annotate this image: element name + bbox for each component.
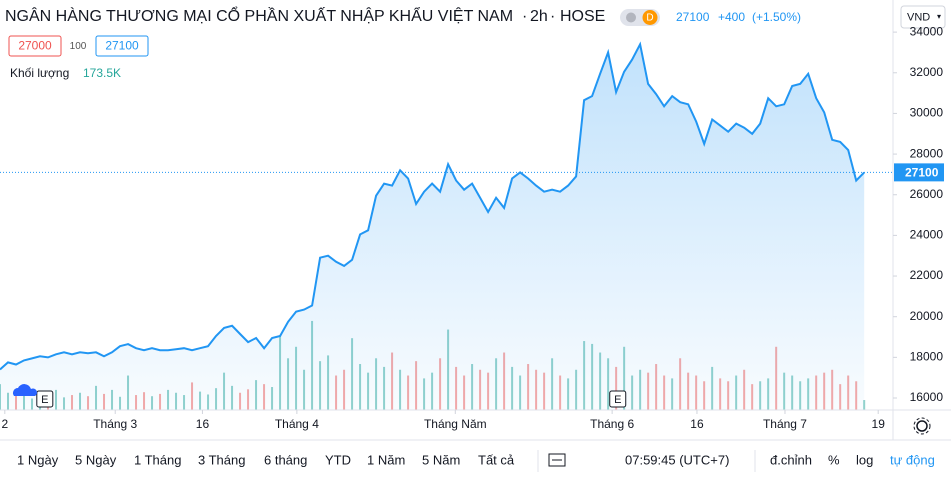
range-button[interactable]: 1 Năm [367, 452, 405, 467]
event-label[interactable]: E [614, 394, 621, 406]
range-button[interactable]: 6 tháng [264, 452, 307, 467]
last-price-label: 27100 [905, 166, 939, 180]
compare-icon[interactable] [548, 453, 566, 467]
y-tick-label: 26000 [910, 187, 944, 201]
plot [0, 41, 893, 411]
settings-icon[interactable] [913, 417, 931, 435]
event-marker[interactable] [36, 390, 54, 408]
y-tick-label: 16000 [910, 390, 944, 404]
currency[interactable]: VND [907, 11, 930, 23]
x-tick-label: 16 [690, 417, 704, 431]
event-marker[interactable] [609, 390, 627, 408]
symbol-name: NGÂN HÀNG THƯƠNG MẠI CỔ PHẦN XUẤT NHẬP K… [5, 6, 513, 25]
x-tick-label: 19 [872, 417, 886, 431]
badge: D [646, 13, 653, 24]
bid[interactable]: 27000 [18, 39, 52, 53]
range-button[interactable]: 1 Ngày [17, 452, 59, 467]
status-dot [626, 12, 636, 23]
range-button[interactable]: 3 Tháng [198, 452, 245, 467]
x-tick-label: Tháng 4 [275, 417, 319, 431]
auto-button[interactable]: tự động [890, 452, 935, 467]
range-button[interactable]: 5 Năm [422, 452, 460, 467]
event-label[interactable]: E [41, 394, 48, 406]
caret: ▾ [937, 12, 941, 21]
y-tick-label: 20000 [910, 309, 944, 323]
x-tick-label: Tháng 3 [93, 417, 137, 431]
cloud-icon [12, 384, 38, 396]
spread: 100 [70, 41, 87, 52]
x-tick-label: Tháng 6 [590, 417, 634, 431]
log-button[interactable]: log [856, 452, 873, 467]
ask[interactable]: 27100 [105, 39, 139, 53]
price-line [0, 41, 865, 371]
range-button[interactable]: Tất cả [478, 452, 515, 467]
currency-button[interactable] [900, 5, 946, 29]
change: +400 [718, 10, 745, 24]
x-tick-label: 16 [196, 417, 210, 431]
y-tick-label: 30000 [910, 106, 944, 120]
badge-circle [642, 10, 658, 25]
last-price: 27100 [676, 10, 710, 24]
clock: 07:59:45 (UTC+7) [625, 452, 729, 467]
range-button[interactable]: 1 Tháng [134, 452, 181, 467]
interval: 2h [530, 8, 548, 25]
bid-box[interactable] [8, 35, 62, 57]
toolbar: 1 Ngày 5 Ngày 1 Tháng 3 Tháng 6 tháng YTD 1 Nă… [17, 452, 515, 467]
volume-value: 173.5K [83, 66, 121, 80]
dot: · [550, 8, 555, 25]
range-button[interactable]: YTD [325, 452, 351, 467]
y-tick-label: 18000 [910, 350, 944, 364]
ask-box[interactable] [95, 35, 149, 57]
y-tick-label: 22000 [910, 268, 944, 282]
volume-label: Khối lượng [10, 66, 69, 80]
x-tick-label: Tháng Năm [424, 417, 487, 431]
last-price-tag [894, 163, 944, 182]
percent-button[interactable]: % [828, 452, 840, 467]
x-tick-label: Tháng 7 [763, 417, 807, 431]
adjust-button[interactable]: đ.chỉnh [770, 452, 812, 467]
range-button[interactable]: 5 Ngày [75, 452, 117, 467]
y-tick-label: 28000 [910, 146, 944, 160]
x-tick-label: 2 [1, 417, 8, 431]
y-tick-label: 24000 [910, 228, 944, 242]
change-pct: (+1.50%) [752, 10, 801, 24]
dot: · [522, 8, 527, 25]
y-tick-label: 34000 [910, 24, 944, 38]
price-area [0, 44, 865, 411]
y-tick-label: 32000 [910, 65, 944, 79]
exchange: HOSE [560, 8, 605, 25]
